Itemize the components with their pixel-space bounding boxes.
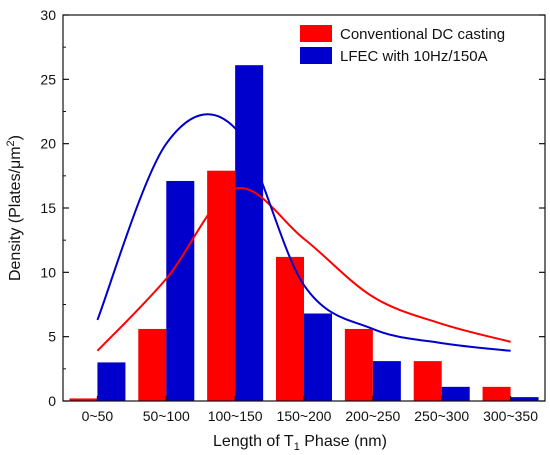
bar-lfec-0: [97, 362, 126, 401]
bar-lfec-5: [441, 386, 470, 401]
bar-conventional-0: [69, 398, 98, 401]
legend-label-lfec: LFEC with 10Hz/150A: [340, 48, 488, 65]
legend-swatch-conventional: [300, 25, 332, 42]
y-axis-title-superscript: 2: [5, 140, 17, 146]
y-tick-label-30: 30: [40, 7, 56, 23]
fit-curves: [96, 113, 511, 352]
x-tick-label-2: 100~150: [208, 408, 263, 424]
y-tick-label-10: 10: [40, 264, 56, 280]
bar-conventional-4: [344, 328, 373, 401]
bars: [69, 65, 539, 402]
y-axis-title-suffix: ): [7, 135, 24, 140]
fit-curve-conventional: [96, 187, 511, 352]
legend-swatch-lfec: [300, 47, 332, 64]
y-axis-title-prefix: Density (Plates/μm: [7, 146, 24, 281]
x-tick-label-3: 150~200: [277, 408, 332, 424]
y-axis: 0 5 10 15 20 25 30: [40, 7, 545, 409]
x-axis-title-subscript: 1: [294, 441, 300, 453]
x-tick-label-5: 250~300: [414, 408, 469, 424]
bar-lfec-1: [166, 180, 195, 401]
legend: Conventional DC casting LFEC with 10Hz/1…: [300, 25, 505, 65]
bar-lfec-3: [304, 313, 332, 401]
bar-conventional-6: [482, 386, 511, 401]
x-axis-title: Length of T1 Phase (nm): [213, 433, 387, 453]
y-tick-label-5: 5: [48, 329, 56, 345]
y-axis-title: Density (Plates/μm2): [5, 135, 24, 281]
bar-conventional-5: [413, 361, 442, 401]
bar-conventional-1: [138, 328, 167, 401]
bar-lfec-4: [372, 361, 401, 401]
y-tick-label-25: 25: [40, 71, 56, 87]
y-tick-label-20: 20: [40, 136, 56, 152]
x-axis-title-prefix: Length of T: [213, 433, 294, 450]
fit-curve-lfec: [96, 113, 511, 352]
bar-lfec-6: [510, 397, 539, 401]
x-axis-title-suffix: Phase (nm): [300, 433, 387, 450]
legend-label-conventional: Conventional DC casting: [340, 26, 505, 43]
x-tick-label-0: 0~50: [82, 408, 114, 424]
x-tick-label-1: 50~100: [143, 408, 190, 424]
y-tick-label-0: 0: [48, 393, 56, 409]
bar-lfec-2: [235, 65, 264, 402]
x-tick-label-6: 300~350: [483, 408, 538, 424]
x-axis: 0~50 50~100 100~150 150~200 200~250 250~300 30…: [82, 396, 538, 424]
bar-conventional-2: [207, 170, 236, 401]
y-tick-label-15: 15: [40, 200, 56, 216]
bar-conventional-3: [276, 256, 304, 401]
x-tick-label-4: 200~250: [345, 408, 400, 424]
